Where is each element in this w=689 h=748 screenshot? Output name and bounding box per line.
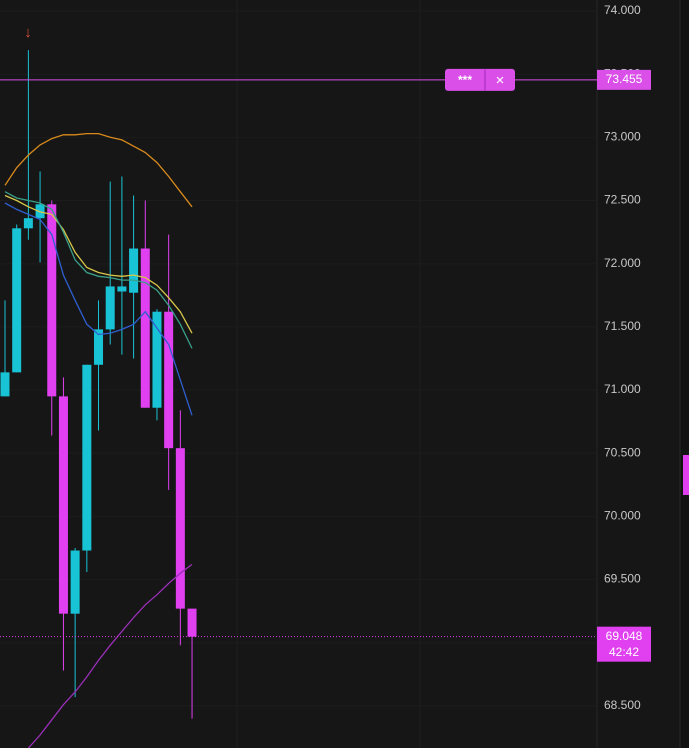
- alert-controls[interactable]: *** ×: [445, 68, 515, 91]
- y-tick-label: 71.500: [604, 319, 641, 333]
- last-price-label: 69.048: [606, 629, 643, 643]
- side-marker: [683, 455, 689, 495]
- candle-body: [47, 204, 57, 397]
- candle-body: [117, 286, 127, 292]
- ma-line: [4, 191, 193, 349]
- side-panel: [680, 0, 689, 748]
- candle-body: [187, 608, 197, 637]
- ma-line: [4, 194, 193, 334]
- ma-line: [4, 132, 193, 208]
- candle-body: [105, 286, 115, 330]
- y-tick-label: 70.500: [604, 445, 641, 459]
- alert-button-bg: [445, 68, 515, 91]
- ma-line: [4, 202, 193, 416]
- candle-body: [152, 311, 162, 408]
- alert-close-button[interactable]: ×: [496, 72, 505, 89]
- y-tick-label: 68.500: [604, 698, 641, 712]
- candle-body: [12, 228, 22, 373]
- y-tick-label: 72.500: [604, 193, 641, 207]
- alert-menu-button[interactable]: ***: [458, 73, 472, 87]
- y-tick-label: 74.000: [604, 3, 641, 17]
- y-tick-label: 70.000: [604, 509, 641, 523]
- candle-body: [175, 448, 185, 609]
- signal-arrow: ↓: [24, 24, 32, 41]
- ma-line: [27, 563, 193, 748]
- candle-body: [140, 248, 150, 408]
- candle-body: [82, 364, 92, 551]
- y-tick-label: 71.000: [604, 382, 641, 396]
- candle-body: [129, 248, 139, 293]
- last-price-box: [597, 626, 651, 662]
- candle-body: [0, 372, 10, 397]
- candle-body: [94, 329, 104, 365]
- alert-price-box: [597, 69, 651, 90]
- candle-body: [70, 550, 80, 614]
- countdown-label: 42:42: [609, 645, 639, 659]
- candle-body: [23, 218, 33, 229]
- alert-price-label: 73.455: [606, 72, 643, 86]
- candle-body: [164, 311, 174, 449]
- y-tick-label: 72.000: [604, 256, 641, 270]
- y-tick-label: 73.000: [604, 130, 641, 144]
- candle-body: [58, 396, 68, 614]
- y-tick-label: 69.500: [604, 572, 641, 586]
